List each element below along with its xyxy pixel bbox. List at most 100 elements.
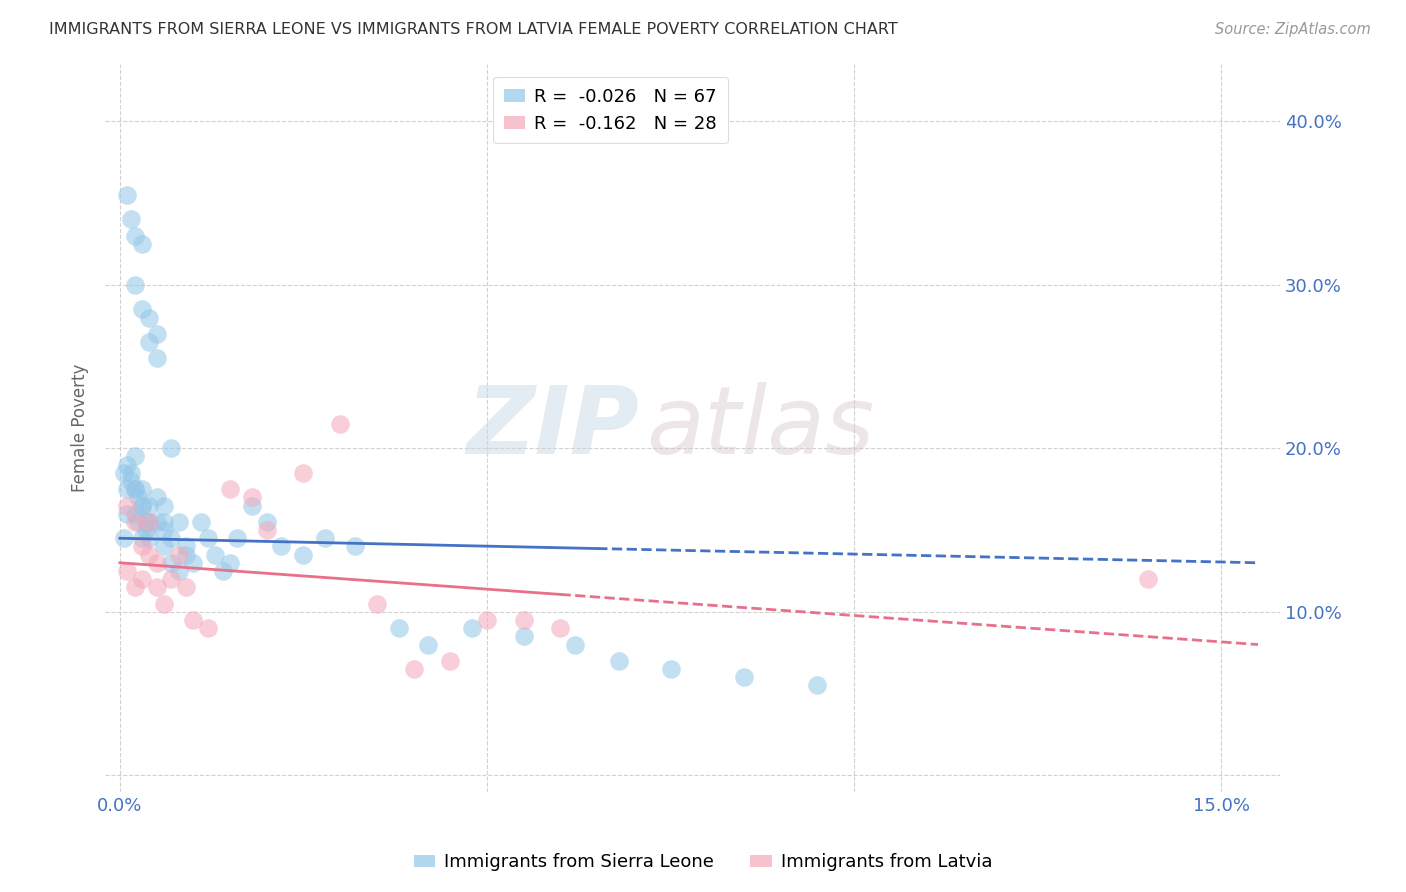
Point xyxy=(131,482,153,496)
Point xyxy=(226,531,249,545)
Point xyxy=(160,531,183,545)
Point xyxy=(115,458,138,472)
Point xyxy=(418,638,440,652)
Point xyxy=(167,548,190,562)
Point xyxy=(124,580,146,594)
Point xyxy=(153,597,176,611)
Point xyxy=(131,572,153,586)
Point xyxy=(153,540,176,554)
Point xyxy=(124,228,146,243)
Point xyxy=(439,654,461,668)
Point xyxy=(138,531,160,545)
Point xyxy=(124,450,146,464)
Point xyxy=(127,515,149,529)
Point xyxy=(145,326,167,341)
Point xyxy=(124,507,146,521)
Point xyxy=(124,515,146,529)
Point xyxy=(806,678,828,692)
Point xyxy=(1136,572,1159,586)
Point xyxy=(174,548,197,562)
Text: Source: ZipAtlas.com: Source: ZipAtlas.com xyxy=(1215,22,1371,37)
Point xyxy=(120,466,142,480)
Point xyxy=(292,548,315,562)
Point xyxy=(112,466,135,480)
Point xyxy=(153,499,176,513)
Point xyxy=(160,556,183,570)
Legend: R =  -0.026   N = 67, R =  -0.162   N = 28: R = -0.026 N = 67, R = -0.162 N = 28 xyxy=(494,77,728,144)
Point xyxy=(115,507,138,521)
Point xyxy=(138,499,160,513)
Point xyxy=(167,515,190,529)
Point xyxy=(174,580,197,594)
Point xyxy=(131,236,153,251)
Point xyxy=(256,515,278,529)
Point xyxy=(167,564,190,578)
Text: atlas: atlas xyxy=(645,383,875,474)
Point xyxy=(329,417,352,431)
Point xyxy=(153,515,176,529)
Point xyxy=(115,564,138,578)
Point xyxy=(127,491,149,505)
Point xyxy=(138,515,160,529)
Point xyxy=(388,621,411,635)
Point xyxy=(135,515,157,529)
Point xyxy=(211,564,233,578)
Point xyxy=(607,654,630,668)
Point xyxy=(145,491,167,505)
Point xyxy=(138,310,160,325)
Point xyxy=(564,638,586,652)
Point xyxy=(513,629,536,643)
Point xyxy=(183,613,205,627)
Point xyxy=(135,523,157,537)
Text: ZIP: ZIP xyxy=(467,382,640,474)
Point xyxy=(131,302,153,317)
Point xyxy=(145,580,167,594)
Point xyxy=(475,613,498,627)
Point xyxy=(240,499,263,513)
Point xyxy=(197,531,219,545)
Point xyxy=(659,662,682,676)
Point xyxy=(120,212,142,227)
Y-axis label: Female Poverty: Female Poverty xyxy=(72,364,89,492)
Point xyxy=(145,351,167,366)
Point xyxy=(131,499,153,513)
Point xyxy=(219,556,242,570)
Point xyxy=(115,499,138,513)
Point xyxy=(315,531,337,545)
Point xyxy=(292,466,315,480)
Point xyxy=(160,572,183,586)
Point xyxy=(153,523,176,537)
Point xyxy=(174,540,197,554)
Text: IMMIGRANTS FROM SIERRA LEONE VS IMMIGRANTS FROM LATVIA FEMALE POVERTY CORRELATIO: IMMIGRANTS FROM SIERRA LEONE VS IMMIGRAN… xyxy=(49,22,898,37)
Point xyxy=(160,442,183,456)
Point xyxy=(124,482,146,496)
Point xyxy=(138,515,160,529)
Point xyxy=(115,187,138,202)
Point xyxy=(138,334,160,349)
Point xyxy=(131,531,153,545)
Point xyxy=(204,548,226,562)
Point xyxy=(219,482,242,496)
Point xyxy=(461,621,484,635)
Point xyxy=(131,499,153,513)
Point xyxy=(124,482,146,496)
Point xyxy=(190,515,212,529)
Point xyxy=(343,540,366,554)
Point xyxy=(138,548,160,562)
Point xyxy=(120,474,142,488)
Point xyxy=(733,670,755,684)
Point xyxy=(240,491,263,505)
Point xyxy=(550,621,572,635)
Point xyxy=(197,621,219,635)
Point xyxy=(513,613,536,627)
Point xyxy=(366,597,388,611)
Point xyxy=(145,556,167,570)
Legend: Immigrants from Sierra Leone, Immigrants from Latvia: Immigrants from Sierra Leone, Immigrants… xyxy=(406,847,1000,879)
Point xyxy=(270,540,292,554)
Point xyxy=(402,662,425,676)
Point xyxy=(124,277,146,292)
Point xyxy=(145,515,167,529)
Point xyxy=(131,540,153,554)
Point xyxy=(115,482,138,496)
Point xyxy=(183,556,205,570)
